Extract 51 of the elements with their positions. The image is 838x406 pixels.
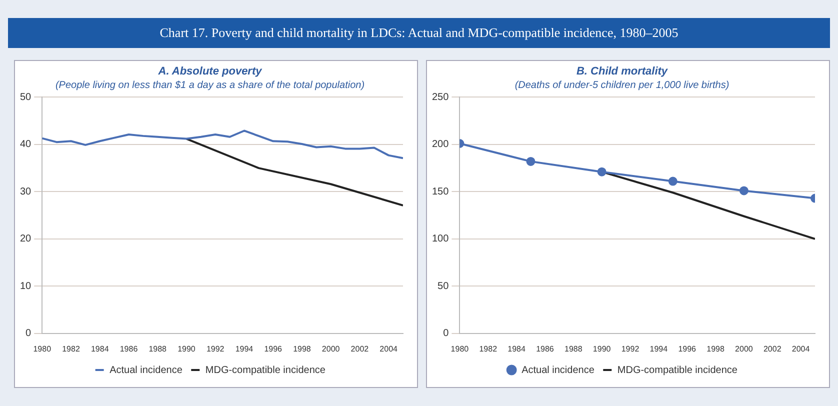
point [597, 167, 606, 176]
y-tick-label: 150 [432, 186, 450, 198]
y-tick-label: 0 [26, 328, 32, 340]
y-tick-label: 50 [20, 92, 32, 103]
y-tick-label: 250 [432, 92, 450, 103]
caption: Chart 17. Poverty and child mortality in LDCs: Actual and MDG-compatible incidence, 1980–2005 [8, 18, 830, 48]
x-tick-label: 1998 [706, 344, 725, 354]
x-tick-label: 1990 [592, 344, 612, 354]
x-tick-label: 1982 [62, 344, 80, 354]
x-tick-label: 2002 [350, 344, 370, 354]
chart-subtitle: (People living on less than $1 a day as a share of the total population) [55, 80, 365, 91]
legend-label: Actual incidence [110, 364, 183, 376]
x-tick-label: 1988 [564, 344, 583, 354]
x-tick-label: 1982 [479, 344, 498, 354]
x-tick-label: 1990 [178, 344, 196, 354]
point [668, 176, 678, 186]
x-tick-label: 1992 [621, 344, 640, 354]
x-tick-label: 2000 [735, 344, 754, 354]
x-tick-label: 1986 [536, 344, 554, 354]
chart-subtitle: (Deaths of under-5 children per 1,000 live births) [514, 80, 730, 91]
y-tick-label: 40 [20, 139, 32, 150]
x-tick-label: 1996 [264, 344, 283, 354]
x-tick-label: 1994 [650, 344, 668, 354]
x-tick-label: 1992 [206, 344, 225, 354]
y-tick-label: 100 [432, 234, 450, 245]
x-tick-label: 2004 [380, 344, 398, 354]
x-tick-label: 1994 [235, 344, 254, 354]
chart-title: A. Absolute poverty [157, 66, 263, 78]
y-tick-label: 0 [443, 328, 450, 340]
legend-label: MDG-compatible incidence [617, 364, 738, 376]
x-tick-label: 1988 [148, 344, 168, 354]
x-tick-label: 1980 [450, 344, 470, 354]
x-tick-label: 1986 [120, 344, 138, 354]
x-tick-label: 2000 [322, 344, 340, 354]
y-tick-label: 30 [20, 186, 32, 198]
y-tick-label: 50 [438, 280, 450, 292]
x-tick-label: 1996 [678, 344, 697, 354]
point [739, 186, 748, 196]
y-tick-label: 10 [20, 280, 32, 292]
x-tick-label: 2004 [792, 344, 810, 354]
x-tick-label: 2002 [763, 344, 782, 354]
legend-label: MDG-compatible incidence [205, 364, 326, 376]
y-tick-label: 20 [20, 234, 32, 245]
x-tick-label: 1984 [90, 344, 110, 354]
point [526, 156, 536, 166]
x-tick-label: 1980 [33, 344, 52, 354]
x-tick-label: 1984 [508, 344, 526, 354]
legend-label: Actual incidence [522, 364, 595, 376]
chart-title: B. Child mortality [576, 66, 668, 78]
x-tick-label: 1998 [293, 344, 312, 354]
y-tick-label: 200 [432, 139, 450, 150]
